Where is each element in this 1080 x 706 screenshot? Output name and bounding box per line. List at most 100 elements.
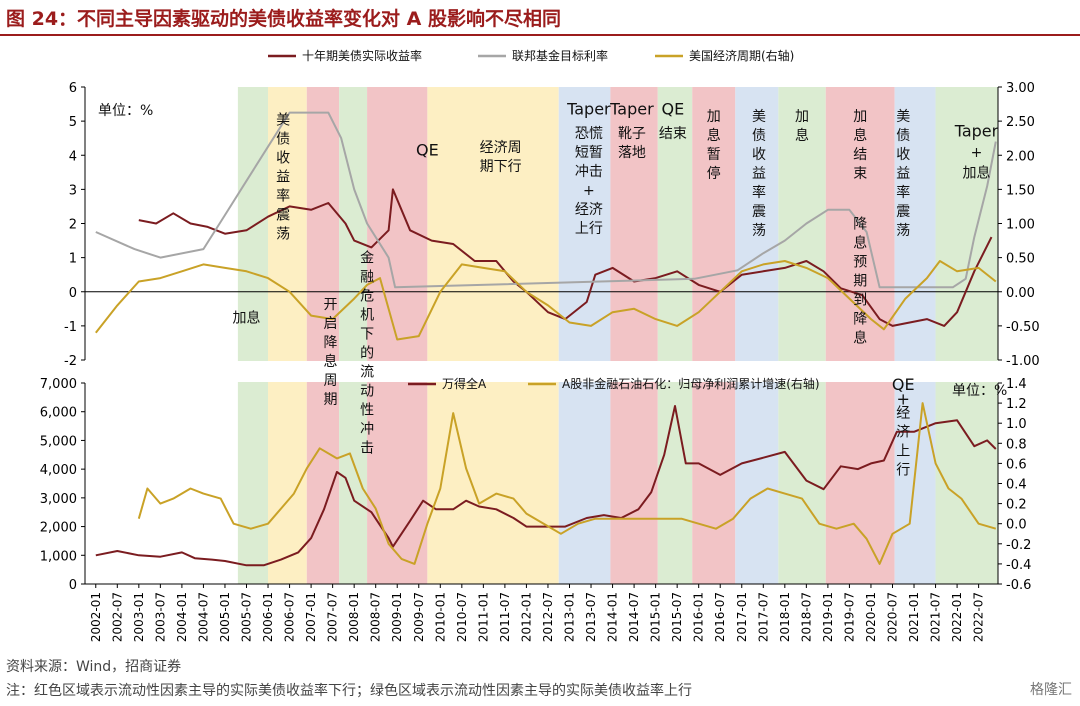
right-tick-label: 1.0 xyxy=(1006,417,1027,432)
x-tick-label: 2016-01 xyxy=(692,592,706,642)
left-tick-label: 4,000 xyxy=(40,463,77,478)
right-tick-label: -0.6 xyxy=(1006,578,1031,593)
annotation-text: 益 xyxy=(752,166,766,182)
right-tick-label: -0.4 xyxy=(1006,558,1031,573)
annotation-text: 息 xyxy=(853,127,867,144)
annotation-text: 率 xyxy=(896,184,910,201)
annotation-text: 荡 xyxy=(896,223,910,239)
left-tick-label: 5 xyxy=(69,115,77,130)
annotation-text: 济 xyxy=(896,424,910,440)
x-tick-label: 2003-07 xyxy=(153,592,167,642)
x-tick-label: 2017-07 xyxy=(756,592,770,642)
annotation-text: 加 xyxy=(707,109,721,125)
annotation-text: 到 xyxy=(853,293,867,309)
period-band-green xyxy=(778,87,826,584)
right-tick-label: 0.6 xyxy=(1006,457,1027,472)
annotation-text: 上 xyxy=(896,443,910,459)
annotation-text: 经济周 xyxy=(480,140,522,156)
right-tick-label: 1.4 xyxy=(1006,377,1027,392)
x-tick-label: 2008-07 xyxy=(369,592,383,642)
watermark-logo: 格隆汇 xyxy=(1030,682,1072,698)
x-tick-label: 2014-01 xyxy=(606,592,620,642)
x-tick-label: 2015-01 xyxy=(649,592,663,642)
x-tick-label: 2017-01 xyxy=(735,592,749,642)
annotation-text: 性 xyxy=(360,403,374,419)
figure-title: 图 24：不同主导因素驱动的美债收益率变化对 A 股影响不尽相同 xyxy=(6,8,561,30)
annotation-text: QE xyxy=(892,375,915,394)
annotation-text: 周 xyxy=(323,373,337,389)
right-tick-label: -0.2 xyxy=(1006,538,1031,553)
left-tick-label: 0 xyxy=(69,286,77,301)
x-tick-label: 2016-07 xyxy=(713,592,727,642)
annotation-text: Taper xyxy=(609,99,654,118)
annotation-text: 机 xyxy=(360,308,374,324)
annotation-text: 经济 xyxy=(575,202,603,218)
annotation-text: 金 xyxy=(360,251,374,267)
annotation-text: 束 xyxy=(853,166,867,182)
annotation-text: 恐慌 xyxy=(575,126,603,142)
annotation-text: 息 xyxy=(795,127,809,144)
period-band-red xyxy=(825,87,895,584)
annotation-text: 震 xyxy=(896,204,910,220)
annotation-text: 行 xyxy=(896,462,910,478)
annotation-text: 落地 xyxy=(618,145,646,161)
annotation-text: 下 xyxy=(360,327,374,343)
x-tick-label: 2008-01 xyxy=(347,592,361,642)
left-tick-label: 3 xyxy=(69,183,77,198)
annotation-text: 开 xyxy=(323,297,337,313)
right-tick-label: 2.00 xyxy=(1006,149,1035,164)
legend-label: 十年期美债实际收益率 xyxy=(302,48,422,63)
x-tick-label: 2004-07 xyxy=(196,592,210,642)
right-tick-label: 0.8 xyxy=(1006,437,1027,452)
annotation-text: 债 xyxy=(896,128,910,144)
annotation-text: 加息 xyxy=(962,164,990,181)
x-tick-label: 2007-07 xyxy=(326,592,340,642)
x-tick-label: 2011-07 xyxy=(498,592,512,642)
unit-label: 单位：% xyxy=(98,103,153,119)
series-line-2 xyxy=(137,402,997,565)
annotation-text: 降 xyxy=(323,335,337,351)
legend-label: 万得全A xyxy=(442,376,487,391)
annotation-text: QE xyxy=(416,140,439,159)
x-tick-label: 2019-01 xyxy=(821,592,835,642)
left-tick-label: 2 xyxy=(69,218,77,233)
x-tick-label: 2013-01 xyxy=(562,592,576,642)
x-tick-label: 2002-07 xyxy=(110,592,124,642)
x-tick-label: 2009-01 xyxy=(390,592,404,642)
x-tick-label: 2010-01 xyxy=(433,592,447,642)
x-tick-label: 2005-01 xyxy=(218,592,232,642)
x-tick-label: 2006-01 xyxy=(261,592,275,642)
annotation-text: 结 xyxy=(853,147,867,163)
title-rule xyxy=(0,34,1080,36)
x-tick-label: 2011-01 xyxy=(476,592,490,642)
annotation-text: 荡 xyxy=(752,223,766,239)
source-note: 资料来源：Wind，招商证券 xyxy=(6,659,182,675)
x-tick-label: 2020-07 xyxy=(885,592,899,642)
annotation-text: QE xyxy=(661,99,684,118)
annotation-text: 降 xyxy=(853,217,867,233)
x-tick-label: 2005-07 xyxy=(239,592,253,642)
x-tick-label: 2002-01 xyxy=(89,592,103,642)
left-tick-label: 1 xyxy=(69,252,77,267)
right-tick-label: 0.0 xyxy=(1006,518,1027,533)
x-tick-label: 2022-01 xyxy=(950,592,964,642)
right-tick-label: -0.50 xyxy=(1006,320,1040,335)
annotation-text: 息 xyxy=(853,235,867,252)
annotation-text: 结束 xyxy=(659,126,687,142)
period-band-blue xyxy=(735,87,779,584)
annotation-text: + xyxy=(897,390,910,409)
legend-label: 美国经济周期(右轴) xyxy=(689,48,794,63)
x-tick-label: 2021-07 xyxy=(929,592,943,642)
period-band-green xyxy=(237,87,269,584)
annotation-text: 益 xyxy=(896,166,910,182)
annotation-text: 息 xyxy=(323,353,337,370)
annotation-text: 率 xyxy=(276,188,290,205)
annotation-text: 击 xyxy=(360,441,374,457)
annotation-text: 融 xyxy=(360,270,374,286)
annotation-text: 收 xyxy=(276,151,290,167)
legend-label: A股非金融石油石化：归母净利润累计增速(右轴) xyxy=(562,376,820,391)
annotation-text: 加息 xyxy=(232,309,260,326)
x-tick-label: 2006-07 xyxy=(283,592,297,642)
legend-label: 联邦基金目标利率 xyxy=(512,48,608,63)
annotation-text: 美 xyxy=(276,113,290,129)
